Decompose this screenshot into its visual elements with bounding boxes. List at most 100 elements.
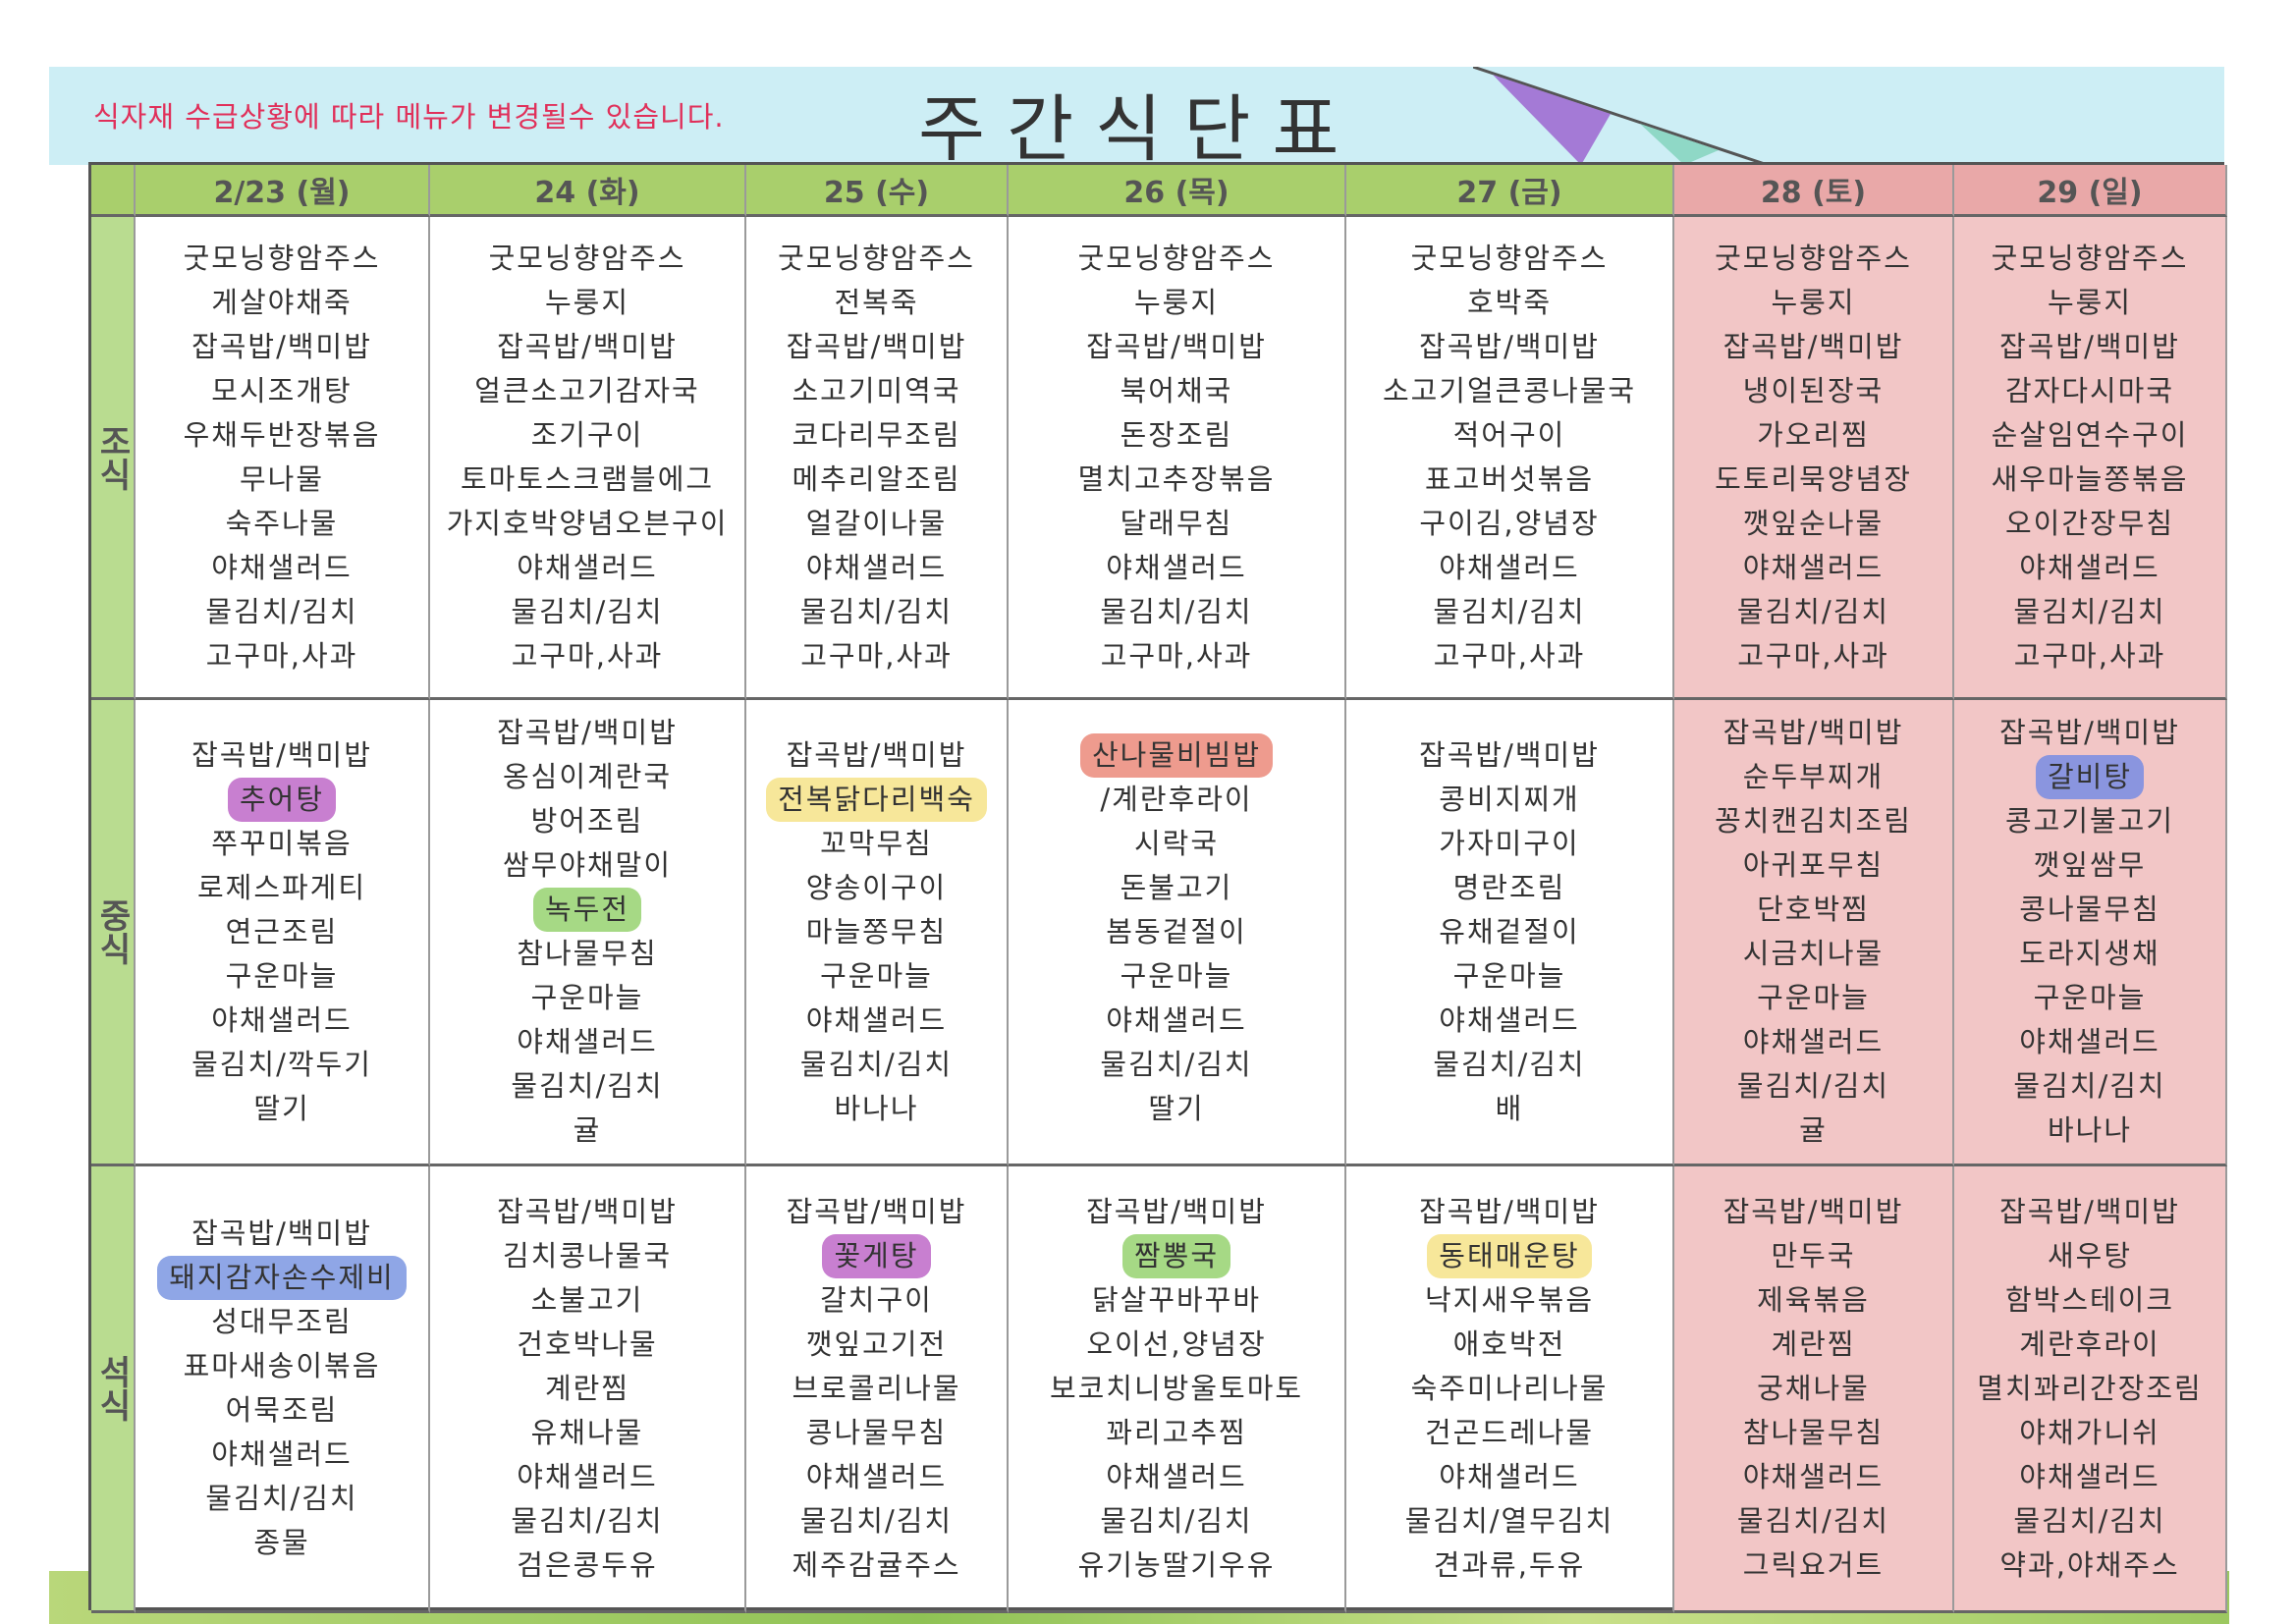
menu-item: 굿모닝향암주스	[1077, 241, 1276, 275]
menu-item: 야채샐러드	[1439, 1002, 1580, 1037]
menu-item: 물김치/깍두기	[191, 1047, 372, 1081]
menu-item: 배	[1495, 1091, 1524, 1125]
weekly-menu-table: 2/23 (월) 24 (화) 25 (수) 26 (목) 27 (금) 28 (토) 29…	[88, 162, 2227, 1613]
menu-item: 돈장조림	[1120, 417, 1233, 452]
dinner-cell: 잡곡밥/백미밥 짬뽕국 닭살꾸바꾸바 오이선,양념장 보코치니방울토마토 꽈리고추찜 야채샐…	[1009, 1166, 1346, 1613]
menu-item: 낙지새우볶음	[1424, 1282, 1595, 1317]
menu-item: 숙주미나리나물	[1410, 1371, 1609, 1405]
menu-item: 닭살꾸바꾸바	[1091, 1282, 1262, 1317]
lunch-cell: 잡곡밥/백미밥 순두부찌개 꽁치캔김치조림 아귀포무침 단호박찜 시금치나물 구운마늘 야채샐…	[1674, 700, 1954, 1166]
menu-item: 검은콩두유	[517, 1547, 658, 1582]
menu-item: 딸기	[1148, 1091, 1205, 1125]
menu-item: 물김치/김치	[799, 594, 954, 628]
menu-item: 굿모닝향암주스	[778, 241, 975, 275]
meal-label-lunch: 중식	[91, 700, 136, 1166]
menu-item: 물김치/김치	[511, 1069, 664, 1103]
menu-item: 물김치/김치	[1100, 594, 1253, 628]
menu-item: 잡곡밥/백미밥	[1086, 1194, 1267, 1228]
menu-item: 계란찜	[544, 1371, 630, 1405]
menu-item: 가지호박양념오븐구이	[446, 506, 729, 540]
menu-item: 성대무조림	[211, 1305, 353, 1338]
menu-item: 양송이구이	[805, 870, 948, 904]
menu-item: 제주감귤주스	[792, 1547, 961, 1582]
breakfast-cell: 굿모닝향암주스 호박죽 잡곡밥/백미밥 소고기얼큰콩나물국 적어구이 표고버섯볶음 구이김,…	[1346, 217, 1674, 700]
menu-item: 건곤드레나물	[1424, 1415, 1595, 1449]
menu-item: 참나물무침	[1742, 1415, 1885, 1449]
menu-item: 잡곡밥/백미밥	[497, 329, 678, 363]
menu-item: 물김치/김치	[1100, 1503, 1253, 1538]
menu-item: 어묵조림	[225, 1393, 339, 1427]
highlighted-menu-item: 갈비탕	[2035, 755, 2145, 799]
menu-item: 구운마늘	[530, 981, 644, 1014]
dinner-cell: 잡곡밥/백미밥 새우탕 함박스테이크 계란후라이 멸치꽈리간장조림 야채가니쉬 야채샐러드 물…	[1954, 1166, 2227, 1613]
highlighted-menu-item: 동태매운탕	[1427, 1233, 1592, 1278]
menu-item: 야채샐러드	[1742, 1459, 1885, 1493]
menu-item: 콩나물무침	[805, 1415, 948, 1449]
menu-item: 꼬막무침	[820, 826, 933, 860]
menu-item: 고구마,사과	[205, 638, 358, 673]
menu-item: 견과류,두유	[1433, 1547, 1586, 1582]
menu-item: 봄동겉절이	[1106, 914, 1247, 948]
menu-item: 고구마,사과	[800, 638, 953, 673]
dinner-cell: 잡곡밥/백미밥 김치콩나물국 소불고기 건호박나물 계란찜 유채나물 야채샐러드 물김치/김치…	[430, 1166, 746, 1613]
menu-item: 모시조개탕	[211, 373, 353, 407]
menu-item: 깻잎순나물	[1742, 506, 1885, 540]
menu-item: 멸치고추장볶음	[1077, 461, 1276, 496]
menu-item: 야채샐러드	[2019, 1459, 2160, 1493]
menu-item: 도라지생채	[2019, 937, 2160, 970]
menu-item: 마늘쫑무침	[805, 914, 948, 948]
menu-item: 잡곡밥/백미밥	[497, 1194, 678, 1228]
highlighted-menu-item: 녹두전	[532, 888, 642, 932]
menu-item: 아귀포무침	[1742, 848, 1885, 882]
menu-item: 오이선,양념장	[1086, 1326, 1267, 1361]
menu-item: 물김치/김치	[511, 1503, 664, 1538]
menu-item: 잡곡밥/백미밥	[1419, 737, 1600, 772]
dinner-cell: 잡곡밥/백미밥 만두국 제육볶음 계란찜 궁채나물 참나물무침 야채샐러드 물김치/김치 그릭요…	[1674, 1166, 1954, 1613]
menu-item: 야채샐러드	[517, 1459, 658, 1493]
day-header: 28 (토)	[1674, 165, 1954, 217]
menu-item: 소고기얼큰콩나물국	[1382, 373, 1637, 407]
dinner-cell: 잡곡밥/백미밥 꽃게탕 갈치구이 깻잎고기전 브로콜리나물 콩나물무침 야채샐러드 물김치/김…	[746, 1166, 1009, 1613]
menu-item: 야채샐러드	[211, 1002, 353, 1037]
menu-item: 야채샐러드	[517, 1025, 658, 1058]
menu-item: 굿모닝향암주스	[1715, 241, 1912, 275]
menu-item: 고구마,사과	[511, 638, 664, 673]
menu-item: 야채샐러드	[1742, 1025, 1885, 1058]
menu-item: 전복죽	[834, 285, 919, 319]
highlighted-menu-item: 산나물비빔밥	[1079, 732, 1274, 778]
menu-item: 누룽지	[1133, 285, 1220, 319]
dinner-cell: 잡곡밥/백미밥 동태매운탕 낙지새우볶음 애호박전 숙주미나리나물 건곤드레나물 야채샐러드…	[1346, 1166, 1674, 1613]
supply-notice: 식자재 수급상황에 따라 메뉴가 변경될수 있습니다.	[93, 100, 725, 134]
menu-item: 연근조림	[225, 914, 339, 948]
menu-item: 잡곡밥/백미밥	[1086, 329, 1267, 363]
menu-item: 물김치/김치	[799, 1047, 954, 1081]
menu-item: 야채샐러드	[1106, 1459, 1247, 1493]
menu-item: 딸기	[253, 1091, 310, 1125]
menu-item: 잡곡밥/백미밥	[786, 737, 967, 772]
day-header: 24 (화)	[430, 165, 746, 217]
menu-item: 제육볶음	[1757, 1282, 1870, 1317]
day-header: 25 (수)	[746, 165, 1009, 217]
menu-item: 코다리무조림	[792, 417, 961, 452]
menu-item: 야채샐러드	[1742, 550, 1885, 584]
menu-item: 단호박찜	[1757, 893, 1870, 926]
menu-item: 메추리알조림	[792, 461, 961, 496]
menu-item: 고구마,사과	[1737, 638, 1889, 673]
menu-item: 잡곡밥/백미밥	[1999, 1194, 2180, 1228]
menu-item: 굿모닝향암주스	[1991, 241, 2189, 275]
menu-item: 야채샐러드	[211, 1437, 353, 1471]
meal-label-breakfast: 조식	[91, 217, 136, 700]
menu-item: 달래무침	[1120, 506, 1233, 540]
menu-item: 누룽지	[1771, 285, 1856, 319]
menu-item: 야채샐러드	[1106, 1002, 1247, 1037]
lunch-cell: 잡곡밥/백미밥 옹심이계란국 방어조림 쌈무야채말이 녹두전 참나물무침 구운마늘 야채샐러드…	[430, 700, 746, 1166]
menu-item: 잡곡밥/백미밥	[1722, 716, 1904, 749]
header-corner	[91, 165, 136, 217]
lunch-cell: 잡곡밥/백미밥 갈비탕 콩고기불고기 깻잎쌈무 콩나물무침 도라지생채 구운마늘 야채샐러드 물…	[1954, 700, 2227, 1166]
day-header: 29 (일)	[1954, 165, 2227, 217]
menu-item: 잡곡밥/백미밥	[191, 737, 372, 772]
lunch-cell: 잡곡밥/백미밥 추어탕 쭈꾸미볶음 로제스파게티 연근조림 구운마늘 야채샐러드 물김치/깍두…	[136, 700, 430, 1166]
menu-item: 고구마,사과	[1433, 638, 1586, 673]
menu-item: 바나나	[2047, 1113, 2133, 1147]
day-header: 26 (목)	[1009, 165, 1346, 217]
